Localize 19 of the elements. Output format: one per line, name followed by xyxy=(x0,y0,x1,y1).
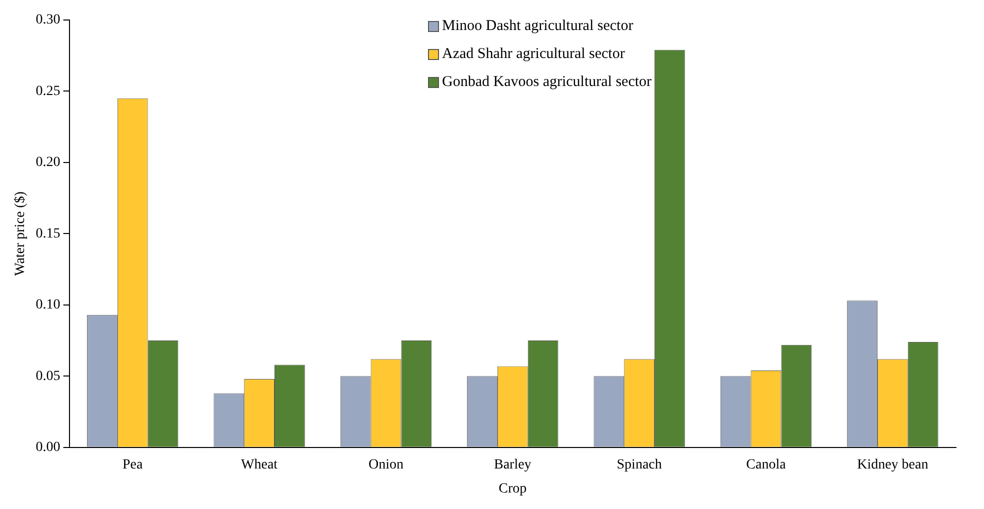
x-tick-label: Pea xyxy=(122,457,144,472)
x-axis-title: Crop xyxy=(498,481,527,496)
x-tick-label: Barley xyxy=(494,457,532,472)
x-tick-label: Onion xyxy=(368,457,404,472)
legend-label: Minoo Dasht agricultural sector xyxy=(442,17,634,36)
y-tick-label: 0.15 xyxy=(36,226,60,242)
x-tick-label: Wheat xyxy=(241,457,278,472)
x-tick-label: Kidney bean xyxy=(857,457,928,472)
y-tick-label: 0.10 xyxy=(36,298,60,313)
y-axis-title: Water price ($) xyxy=(13,191,28,276)
legend-label: Gonbad Kavoos agricultural sector xyxy=(442,73,652,92)
y-tick-label: 0.30 xyxy=(36,12,60,28)
y-tick-label: 0.20 xyxy=(36,155,60,170)
legend-label: Azad Shahr agricultural sector xyxy=(442,45,625,64)
x-tick-label: Spinach xyxy=(616,457,662,472)
y-tick-label: 0.25 xyxy=(36,84,60,99)
y-tick-label: 0.05 xyxy=(36,368,60,384)
x-tick-label: Canola xyxy=(746,457,787,472)
y-tick-label: 0.00 xyxy=(36,440,60,456)
